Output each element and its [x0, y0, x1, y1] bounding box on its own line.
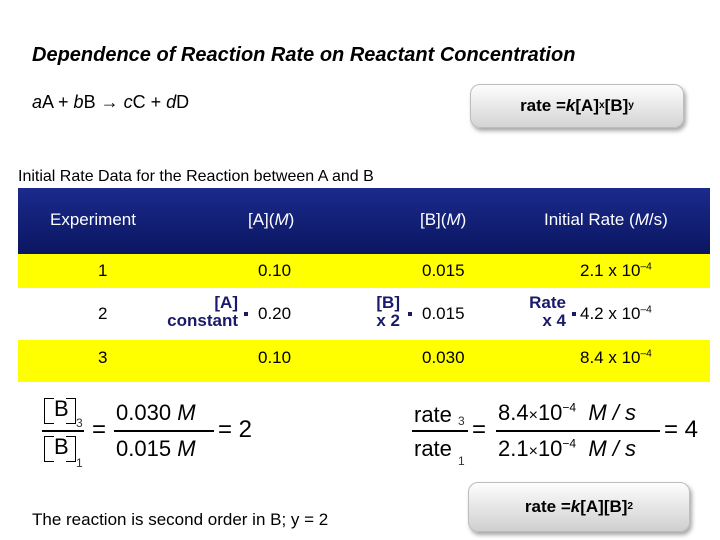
header-experiment: Experiment [50, 210, 136, 229]
ratio-fraction-line [42, 430, 84, 432]
slide-title: Dependence of Reaction Rate on Reactant … [32, 44, 576, 66]
table-row: 2 0.20 0.015 4.2 x 10–4 [A] constant [B] x… [18, 288, 710, 340]
conc-numerator: 0.030 M [116, 400, 196, 425]
bracket-right [66, 398, 76, 424]
rate-den-label: rate [414, 436, 452, 461]
conclusion-text: The reaction is second order in B; y = 2 [32, 510, 329, 529]
cell-experiment: 2 [98, 304, 108, 323]
bracket-right [66, 436, 76, 462]
rate-num-sub: 3 [458, 414, 465, 428]
rate-denominator: 2.1×10−4 M / s [498, 436, 637, 461]
ratio-num-label: B [54, 396, 69, 421]
header-a-conc: [A](M) [248, 210, 295, 229]
conc-fraction-line [114, 430, 214, 432]
cell-experiment: 3 [98, 348, 108, 367]
cell-b: 0.015 [422, 304, 465, 323]
cell-rate: 8.4 x 10–4 [580, 348, 652, 367]
ratio-num-sub: 3 [76, 416, 83, 430]
initial-rate-table: Experiment [A](M) [B](M) Initial Rate (M… [18, 188, 710, 382]
cell-b: 0.015 [422, 261, 465, 280]
bracket-left [44, 398, 54, 424]
cell-experiment: 1 [98, 261, 108, 280]
equals-sign: = [92, 416, 107, 443]
ratio-den-sub: 1 [76, 456, 83, 470]
a-note-marker [244, 312, 248, 316]
rate-fraction-line [412, 430, 468, 432]
rate-num-label: rate [414, 402, 452, 427]
cell-a: 0.10 [258, 261, 292, 280]
rate-law-box: rate = k [A] x [B] y [470, 84, 684, 128]
header-b-conc: [B](M) [420, 210, 467, 229]
final-rate-law-box: rate = k [A][B] 2 [468, 482, 690, 532]
rate-den-sub: 1 [458, 454, 465, 468]
b-times-two-note: [B] x 2 [376, 293, 400, 330]
bracket-left [44, 436, 54, 462]
rate-value-fraction-line [496, 430, 660, 432]
rate-note-marker [572, 312, 576, 316]
table-caption: Initial Rate Data for the Reaction betwe… [18, 168, 374, 185]
rate-ratio-result: = 4 [664, 416, 699, 443]
cell-b: 0.030 [422, 348, 465, 367]
table-header: Experiment [A](M) [B](M) Initial Rate (M… [18, 188, 710, 254]
ratio-result: = 2 [218, 416, 253, 443]
rate-numerator: 8.4×10−4 M / s [498, 400, 637, 425]
rate-times-four-note: Rate x 4 [529, 293, 566, 330]
a-constant-note: [A] constant [167, 293, 238, 330]
b-note-marker [408, 312, 412, 316]
general-equation: aA + bB → cC + dD [32, 92, 190, 112]
equals-sign: = [472, 416, 487, 443]
cell-rate: 2.1 x 10–4 [580, 261, 652, 280]
ratio-den-label: B [54, 434, 69, 459]
table-row: 1 0.10 0.015 2.1 x 10–4 [18, 254, 710, 288]
conc-denominator: 0.015 M [116, 436, 196, 461]
cell-a: 0.10 [258, 348, 292, 367]
cell-a: 0.20 [258, 304, 292, 323]
cell-rate: 4.2 x 10–4 [580, 304, 652, 323]
header-initial-rate: Initial Rate (M/s) [544, 210, 668, 229]
table-row: 3 0.10 0.030 8.4 x 10–4 [18, 340, 710, 382]
